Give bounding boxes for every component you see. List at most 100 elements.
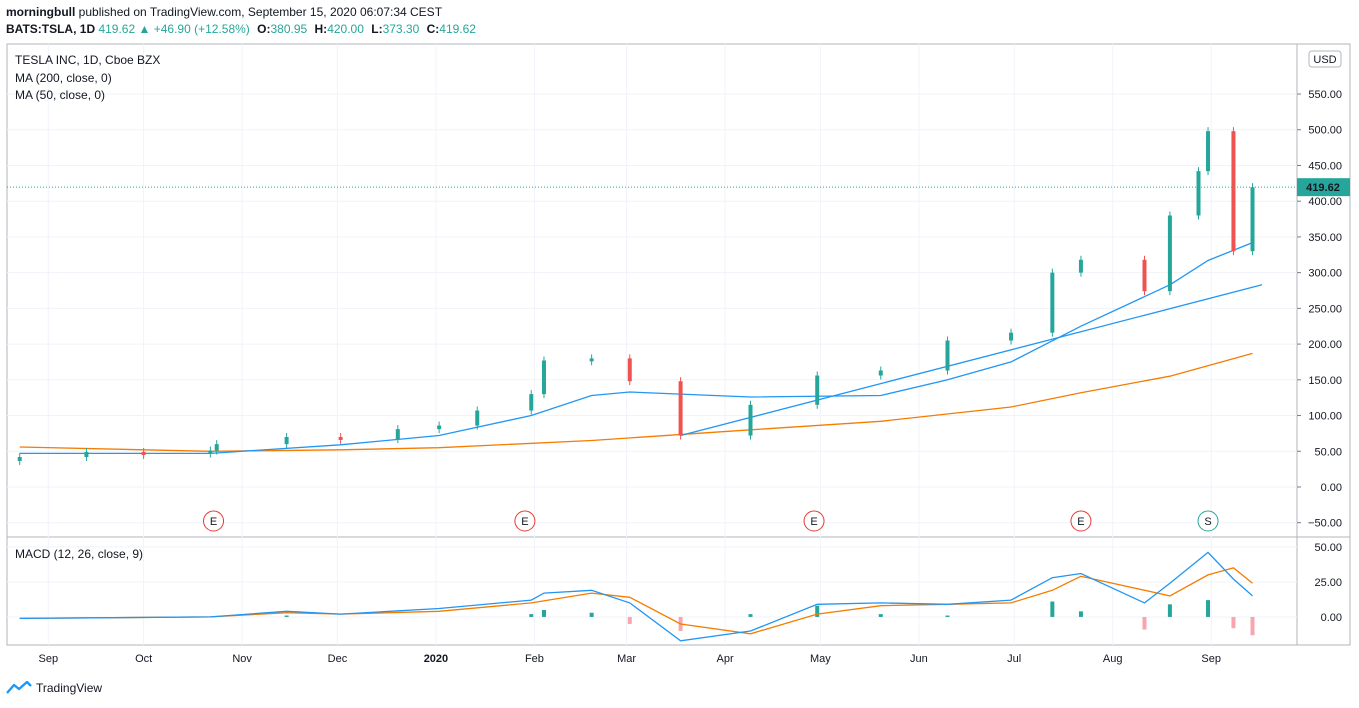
candle bbox=[589, 358, 594, 362]
price-tick-label: 350.00 bbox=[1308, 232, 1342, 244]
price-tick-label: 50.00 bbox=[1314, 446, 1342, 458]
macd-histogram-bar bbox=[1231, 616, 1236, 629]
currency-badge bbox=[1308, 50, 1342, 68]
time-tick-label: May bbox=[810, 653, 831, 665]
low-value: 373.30 bbox=[382, 22, 420, 36]
macd-histogram-bar bbox=[1167, 604, 1172, 617]
macd-histogram-bar bbox=[1078, 611, 1083, 617]
candle bbox=[1250, 187, 1255, 252]
time-tick-label: Dec bbox=[328, 653, 348, 665]
last-price: 419.62 bbox=[98, 22, 136, 36]
close-value: 419.62 bbox=[439, 22, 476, 36]
price-tick-label: 450.00 bbox=[1308, 160, 1342, 172]
macd-histogram-bar bbox=[1206, 600, 1211, 617]
macd-tick-label: 0.00 bbox=[1321, 612, 1342, 624]
macd-tick-label: 25.00 bbox=[1314, 577, 1342, 589]
event-label: E bbox=[521, 516, 528, 528]
candle bbox=[627, 358, 632, 382]
author-name[interactable]: morningbull bbox=[6, 5, 76, 19]
macd-histogram-bar bbox=[589, 612, 594, 617]
price-tick-label: −50.00 bbox=[1308, 518, 1342, 530]
event-label: S bbox=[1204, 516, 1211, 528]
last-price-label: 419.62 bbox=[1306, 182, 1340, 194]
candle bbox=[878, 370, 883, 376]
event-label: E bbox=[810, 516, 817, 528]
earnings-event-marker bbox=[803, 510, 825, 532]
price-tick-label: 150.00 bbox=[1308, 375, 1342, 387]
high-label: H: bbox=[314, 22, 328, 36]
candle bbox=[748, 404, 753, 436]
time-tick-label: Sep bbox=[39, 653, 59, 665]
last-price-badge bbox=[1297, 178, 1350, 197]
time-tick-label: Apr bbox=[717, 653, 734, 665]
macd-histogram-bar bbox=[878, 614, 883, 617]
price-tick-label: 300.00 bbox=[1308, 268, 1342, 280]
candle bbox=[338, 436, 343, 440]
low-label: L: bbox=[371, 22, 383, 36]
open-label: O: bbox=[257, 22, 271, 36]
time-tick-label: Jun bbox=[910, 653, 928, 665]
macd-histogram-bar bbox=[541, 609, 546, 617]
candle bbox=[84, 451, 89, 457]
macd-signal-line bbox=[19, 567, 1253, 635]
earnings-event-marker bbox=[1070, 510, 1092, 532]
time-tick-label: Oct bbox=[135, 653, 152, 665]
ma50-line bbox=[19, 241, 1253, 455]
tradingview-logo[interactable]: TradingView bbox=[6, 681, 102, 695]
macd-histogram-bar bbox=[529, 614, 534, 617]
legend-title: TESLA INC, 1D, Cboe BZX bbox=[15, 53, 161, 67]
macd-tick-label: 50.00 bbox=[1314, 542, 1342, 554]
candle bbox=[437, 425, 442, 430]
price-tick-label: 550.00 bbox=[1308, 89, 1342, 101]
candle bbox=[1206, 131, 1211, 172]
time-tick-label: Aug bbox=[1103, 653, 1123, 665]
time-tick-label: Nov bbox=[232, 653, 252, 665]
time-tick-label: Feb bbox=[525, 653, 544, 665]
price-tick-label: 200.00 bbox=[1308, 339, 1342, 351]
candle bbox=[678, 381, 683, 436]
legend-ma50: MA (50, close, 0) bbox=[15, 88, 106, 102]
price-tick-label: 250.00 bbox=[1308, 303, 1342, 315]
published-text: published on TradingView.com, September … bbox=[78, 5, 443, 19]
earnings-event-marker bbox=[203, 510, 225, 532]
time-tick-label: Sep bbox=[1201, 653, 1221, 665]
price-tick-label: 500.00 bbox=[1308, 125, 1342, 137]
candle bbox=[945, 340, 950, 371]
tradingview-brand: TradingView bbox=[36, 681, 103, 695]
legend-ma200: MA (200, close, 0) bbox=[15, 71, 112, 85]
candle bbox=[1078, 259, 1083, 273]
trendline bbox=[680, 284, 1263, 437]
macd-histogram-bar bbox=[1142, 616, 1147, 630]
candle bbox=[815, 375, 820, 405]
ohlc-bar: BATS:TSLA, 1D 419.62 ▲ +46.90 (+12.58%) … bbox=[6, 22, 476, 36]
candle bbox=[1167, 215, 1172, 292]
macd-histogram-bar bbox=[1250, 616, 1255, 636]
macd-histogram-bar bbox=[1050, 601, 1055, 617]
time-tick-label: Jul bbox=[1007, 653, 1021, 665]
candle bbox=[208, 450, 213, 454]
time-tick-label: Mar bbox=[617, 653, 636, 665]
time-tick-label: 2020 bbox=[424, 653, 448, 665]
price-tick-label: 100.00 bbox=[1308, 411, 1342, 423]
candle bbox=[1009, 332, 1014, 341]
tradingview-icon bbox=[6, 681, 32, 694]
macd-histogram-bar bbox=[945, 615, 950, 617]
candle bbox=[284, 436, 289, 445]
candle bbox=[1050, 272, 1055, 333]
candle bbox=[541, 360, 546, 395]
macd-line bbox=[19, 551, 1253, 642]
macd-histogram-bar bbox=[627, 616, 632, 624]
split-event-marker bbox=[1197, 510, 1219, 532]
candle bbox=[395, 429, 400, 440]
high-value: 420.00 bbox=[327, 22, 364, 36]
publish-info: morningbull published on TradingView.com… bbox=[6, 5, 442, 19]
symbol-label: BATS:TSLA, 1D bbox=[6, 22, 96, 36]
candle bbox=[214, 444, 219, 451]
candle bbox=[1196, 171, 1201, 216]
macd-histogram-bar bbox=[284, 615, 289, 617]
price-change: ▲ +46.90 (+12.58%) bbox=[138, 22, 250, 36]
candle bbox=[529, 394, 534, 411]
candle bbox=[17, 456, 22, 461]
open-value: 380.95 bbox=[270, 22, 308, 36]
